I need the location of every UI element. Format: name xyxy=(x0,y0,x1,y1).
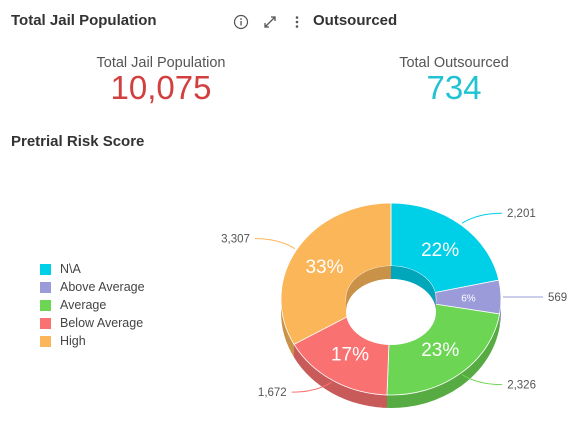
value-label: 569 xyxy=(548,292,567,304)
kpi-label: Total Jail Population xyxy=(96,55,226,71)
slice-side xyxy=(386,313,500,408)
value-label: 1,672 xyxy=(258,387,287,399)
value-label: 2,326 xyxy=(507,380,536,392)
slice-side xyxy=(499,299,501,327)
legend-label: Above Average xyxy=(60,280,145,294)
value-label: 3,307 xyxy=(221,234,250,246)
legend-item[interactable]: High xyxy=(40,332,145,350)
second-widget-title: Outsourced xyxy=(313,12,398,29)
kpi-total-outsourced: Total Outsourced 734 xyxy=(364,55,544,105)
callout-line xyxy=(291,381,332,393)
callout-line xyxy=(254,238,296,250)
expand-icon[interactable] xyxy=(261,13,279,31)
slice-percent-label: 23% xyxy=(421,340,459,361)
kpi-total-jail-population: Total Jail Population 10,075 xyxy=(71,55,251,105)
slice-percent-label: 6% xyxy=(461,294,476,305)
legend-label: Below Average xyxy=(60,316,144,330)
slice-inner-wall xyxy=(346,266,391,312)
legend-swatch xyxy=(40,299,51,311)
legend-item[interactable]: Below Average xyxy=(40,314,145,332)
slice-percent-label: 22% xyxy=(421,240,459,261)
slice-side xyxy=(281,299,295,358)
widget-title: Total Jail Population xyxy=(11,12,157,29)
info-icon[interactable] xyxy=(232,13,250,31)
chart-title: Pretrial Risk Score xyxy=(11,133,145,150)
legend-label: High xyxy=(60,334,86,348)
legend-item[interactable]: Above Average xyxy=(40,278,145,296)
kpi-value: 10,075 xyxy=(110,69,212,106)
slice-inner-wall xyxy=(435,292,436,312)
legend-swatch xyxy=(40,281,51,293)
legend-swatch xyxy=(40,335,51,347)
donut-hole xyxy=(346,279,436,345)
legend-item[interactable]: Average xyxy=(40,296,145,314)
kpi-value: 734 xyxy=(426,69,482,106)
legend-label: N\A xyxy=(60,262,81,276)
legend-item[interactable]: N\A xyxy=(40,260,145,278)
slice-percent-label: 33% xyxy=(305,257,343,278)
legend-swatch xyxy=(40,263,51,275)
more-vertical-icon[interactable] xyxy=(288,13,306,31)
chart-legend: N\A Above Average Average Below Average High xyxy=(40,260,145,350)
value-label: 2,201 xyxy=(507,208,536,220)
callout-line xyxy=(461,374,503,386)
widget-toolbar xyxy=(232,13,306,31)
slice-percent-label: 17% xyxy=(331,345,369,366)
kpi-label: Total Outsourced xyxy=(399,55,509,71)
callout-line xyxy=(461,212,502,224)
legend-swatch xyxy=(40,317,51,329)
legend-label: Average xyxy=(60,298,107,312)
slice-inner-wall xyxy=(391,266,436,306)
